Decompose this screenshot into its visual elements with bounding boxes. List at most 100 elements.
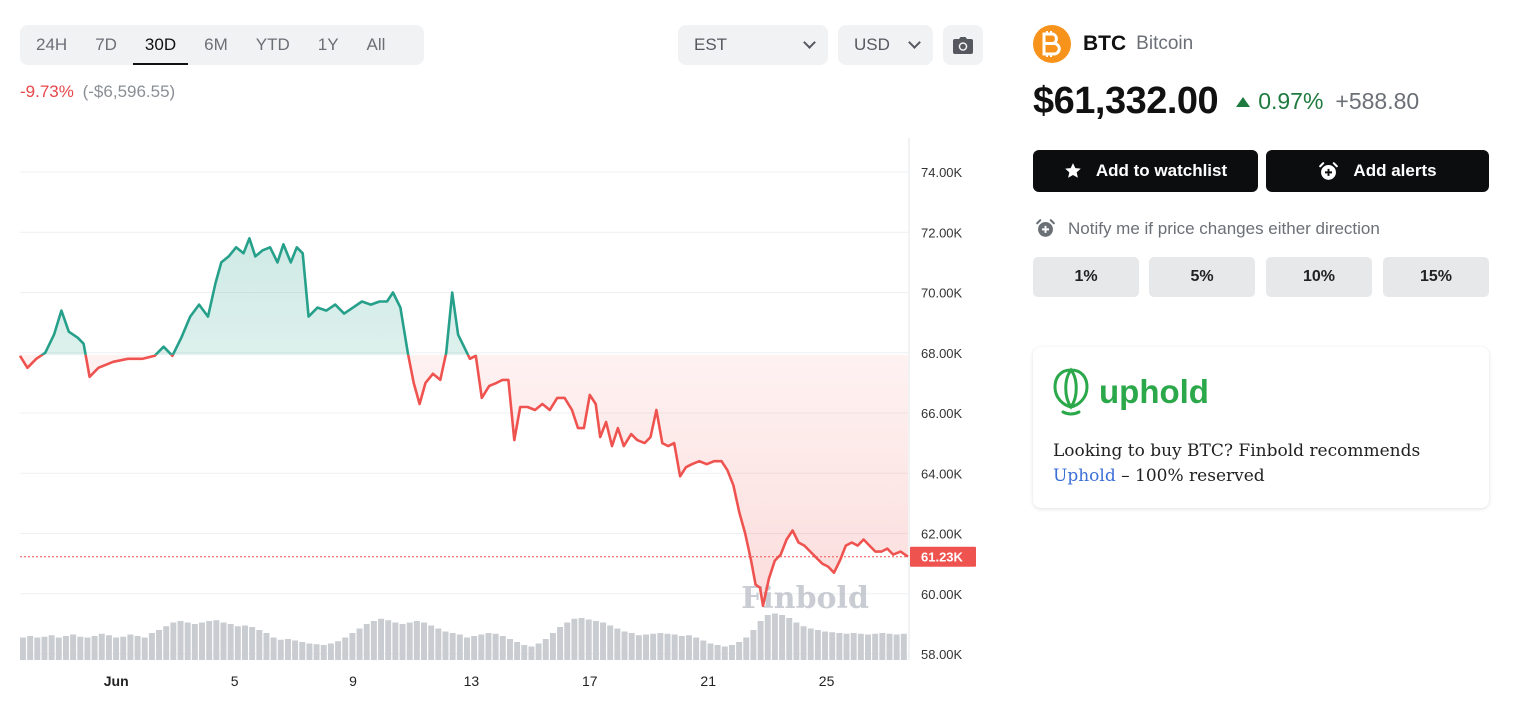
range-tab-24h[interactable]: 24H (36, 35, 68, 54)
x-tick-label: 17 (582, 673, 598, 689)
volume-bar (822, 631, 829, 660)
volume-bar (514, 642, 521, 660)
volume-bar (607, 625, 614, 660)
volume-bar (779, 615, 786, 660)
alarm-clock-icon (1319, 161, 1339, 180)
range-tab-30d[interactable]: 30D (131, 25, 190, 65)
up-arrow-icon (1236, 96, 1251, 107)
volume-bar (714, 645, 721, 660)
volume-bar (84, 637, 91, 660)
volume-bar (736, 642, 743, 660)
volume-bar (521, 645, 528, 660)
volume-bar (406, 622, 413, 660)
volume-bar (313, 644, 320, 660)
volume-bar (628, 633, 635, 660)
volume-bar (62, 636, 69, 660)
current-price-tag (910, 546, 976, 567)
volume-bar (564, 622, 571, 660)
uphold-logo[interactable]: uphold (1053, 367, 1209, 417)
range-tab-ytd[interactable]: YTD (255, 35, 290, 54)
volume-bar (643, 634, 649, 660)
volume-bar (392, 622, 399, 660)
volume-bar (600, 622, 607, 660)
chevron-down-icon (803, 36, 816, 49)
promo-text: Looking to buy BTC? Finbold recommends U… (1053, 439, 1473, 489)
timezone-select[interactable]: EST (678, 25, 828, 65)
volume-bar (263, 633, 270, 660)
volume-bar (191, 624, 198, 660)
volume-bar (549, 633, 556, 660)
volume-bar (693, 637, 700, 660)
coin-name: Bitcoin (1136, 33, 1194, 54)
volume-bar (700, 640, 707, 660)
volume-bar (113, 637, 120, 660)
volume-bar (349, 633, 356, 660)
price-line-below (18, 354, 909, 608)
period-change-percent: -9.73% (20, 82, 74, 101)
range-tab-all[interactable]: All (366, 35, 386, 54)
threshold-5-percent-button[interactable]: 5% (1149, 257, 1255, 297)
volume-bar (578, 618, 585, 660)
uphold-wordmark: uphold (1099, 373, 1209, 410)
price-area-above (42, 238, 468, 355)
volume-bar (449, 633, 456, 660)
volume-bar (757, 621, 764, 660)
threshold-15-percent-button[interactable]: 15% (1383, 257, 1489, 297)
range-tab-1y[interactable]: 1Y (317, 35, 339, 54)
volume-bar (141, 637, 148, 660)
volume-bar (728, 645, 735, 660)
volume-bar (557, 627, 564, 660)
volume-bar (428, 625, 435, 660)
star-icon (1065, 163, 1081, 178)
volume-bar (48, 635, 55, 660)
x-tick-label: Jun (104, 673, 129, 689)
current-price: $61,332.00 (1033, 80, 1219, 122)
current-price-label: 61.23K (921, 550, 964, 565)
volume-bar (213, 620, 220, 660)
threshold-1-percent-button[interactable]: 1% (1033, 257, 1139, 297)
y-tick-label: 72.00K (921, 225, 963, 240)
volume-bar (227, 624, 234, 660)
volume-bar (800, 626, 807, 660)
time-range-tabs: 24H 7D 30D 6M YTD 1Y All (20, 25, 424, 65)
volume-bars (20, 613, 907, 660)
screenshot-button[interactable] (943, 25, 983, 65)
add-alerts-button[interactable]: Add alerts (1266, 150, 1489, 192)
volume-bar (105, 635, 112, 660)
volume-bar (535, 643, 542, 660)
volume-bar (34, 637, 41, 660)
volume-bar (464, 637, 470, 660)
volume-bar (807, 628, 814, 660)
uphold-leaf-icon (1053, 367, 1089, 416)
volume-bar (356, 628, 363, 660)
range-tab-6m[interactable]: 6M (204, 35, 228, 54)
coin-symbol: BTC (1083, 32, 1127, 55)
y-tick-label: 66.00K (921, 406, 963, 421)
alarm-clock-icon (1036, 219, 1055, 237)
notify-row: Notify me if price changes either direct… (1035, 218, 1380, 239)
y-tick-label: 74.00K (921, 165, 963, 180)
uphold-link[interactable]: Uphold (1053, 466, 1116, 486)
x-tick-label: 25 (819, 673, 835, 689)
y-tick-label: 70.00K (921, 286, 963, 301)
volume-bar (850, 633, 857, 660)
volume-bar (650, 633, 657, 660)
volume-bar (571, 618, 578, 660)
volume-bar (91, 636, 98, 660)
range-tab-7d[interactable]: 7D (95, 35, 117, 54)
volume-bar (299, 642, 306, 660)
volume-bar (206, 621, 213, 660)
currency-select[interactable]: USD (838, 25, 933, 65)
volume-bar (378, 618, 385, 660)
add-to-watchlist-button[interactable]: Add to watchlist (1033, 150, 1258, 192)
volume-bar (184, 622, 191, 660)
volume-bar (320, 645, 327, 660)
threshold-10-percent-button[interactable]: 10% (1266, 257, 1372, 297)
volume-bar (614, 628, 621, 660)
volume-bar (306, 643, 313, 660)
price-line-above (39, 237, 477, 355)
y-tick-label: 58.00K (921, 647, 963, 662)
price-chart[interactable]: Finbold 61.23K 74.00K72.00K70.00K68.00K6… (0, 130, 1000, 721)
y-axis: 74.00K 72.00K 70.00K 68.00K 66.00K 64.00K 62.0… (908, 138, 963, 662)
volume-bar (370, 621, 377, 660)
